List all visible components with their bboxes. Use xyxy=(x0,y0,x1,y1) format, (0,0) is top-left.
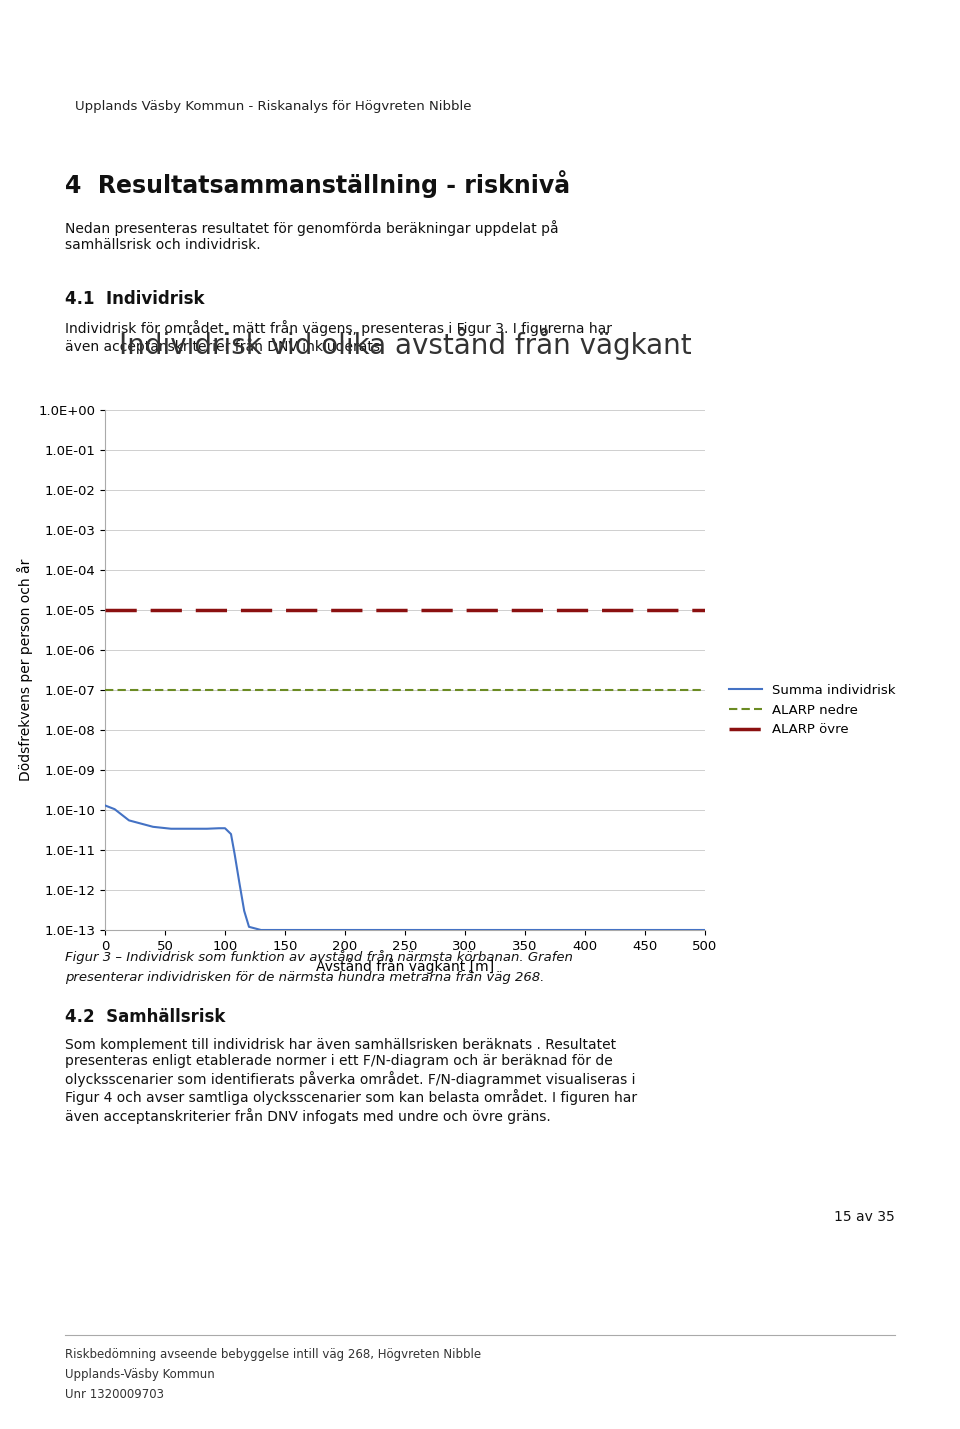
Text: Upplands Väsby Kommun - Riskanalys för Högvreten Nibble: Upplands Väsby Kommun - Riskanalys för H… xyxy=(75,100,471,113)
Summa individrisk xyxy=(165,820,177,837)
Text: RAMBØLL: RAMBØLL xyxy=(44,27,141,44)
Summa individrisk xyxy=(228,846,240,863)
Text: Som komplement till individrisk har även samhällsrisken beräknats . Resultatet
p: Som komplement till individrisk har även… xyxy=(65,1037,637,1123)
Summa individrisk xyxy=(255,922,267,939)
Summa individrisk xyxy=(699,922,710,939)
ALARP övre xyxy=(99,602,110,619)
Text: 4.2  Samhällsrisk: 4.2 Samhällsrisk xyxy=(65,1007,226,1026)
Summa individrisk xyxy=(108,800,120,817)
Text: Unr 1320009703: Unr 1320009703 xyxy=(65,1388,164,1400)
Summa individrisk xyxy=(147,819,158,836)
Text: Riskbedömning avseende bebyggelse intill väg 268, Högvreten Nibble: Riskbedömning avseende bebyggelse intill… xyxy=(65,1348,481,1360)
Summa individrisk xyxy=(238,902,250,919)
Legend: Summa individrisk, ALARP nedre, ALARP övre: Summa individrisk, ALARP nedre, ALARP öv… xyxy=(724,679,901,742)
Summa individrisk xyxy=(233,875,245,892)
Text: 4  Resultatsammanställning - risknivå: 4 Resultatsammanställning - risknivå xyxy=(65,170,570,197)
Summa individrisk xyxy=(243,919,254,936)
Summa individrisk xyxy=(123,812,134,829)
ALARP nedre xyxy=(101,682,112,699)
Summa individrisk xyxy=(202,820,213,837)
X-axis label: Avstånd från vägkant [m]: Avstånd från vägkant [m] xyxy=(316,959,494,975)
ALARP nedre xyxy=(99,682,110,699)
Text: Nedan presenteras resultatet för genomförda beräkningar uppdelat på
samhällsrisk: Nedan presenteras resultatet för genomfö… xyxy=(65,220,559,252)
Summa individrisk xyxy=(226,826,237,843)
Line: Summa individrisk: Summa individrisk xyxy=(105,806,705,930)
ALARP övre xyxy=(101,602,112,619)
Y-axis label: Dödsfrekvens per person och år: Dödsfrekvens per person och år xyxy=(16,559,33,782)
Text: Upplands-Väsby Kommun: Upplands-Väsby Kommun xyxy=(65,1368,215,1380)
Summa individrisk xyxy=(219,820,230,837)
Text: Individrisk för området, mätt från vägens, presenteras i Figur 3. I figurerna ha: Individrisk för området, mätt från vägen… xyxy=(65,320,612,354)
Summa individrisk xyxy=(99,797,110,815)
Summa individrisk xyxy=(189,820,201,837)
Summa individrisk xyxy=(339,922,350,939)
Text: 4.1  Individrisk: 4.1 Individrisk xyxy=(65,290,204,309)
Summa individrisk xyxy=(213,820,225,837)
Text: Individrisk vid olika avstånd från vägkant: Individrisk vid olika avstånd från vägka… xyxy=(119,327,691,360)
Summa individrisk xyxy=(178,820,189,837)
Text: 15 av 35: 15 av 35 xyxy=(834,1210,895,1225)
Text: presenterar individrisken för de närmsta hundra metrarna från väg 268.: presenterar individrisken för de närmsta… xyxy=(65,970,544,985)
Text: Figur 3 – Individrisk som funktion av avstånd från närmsta körbanan. Grafen: Figur 3 – Individrisk som funktion av av… xyxy=(65,950,573,965)
